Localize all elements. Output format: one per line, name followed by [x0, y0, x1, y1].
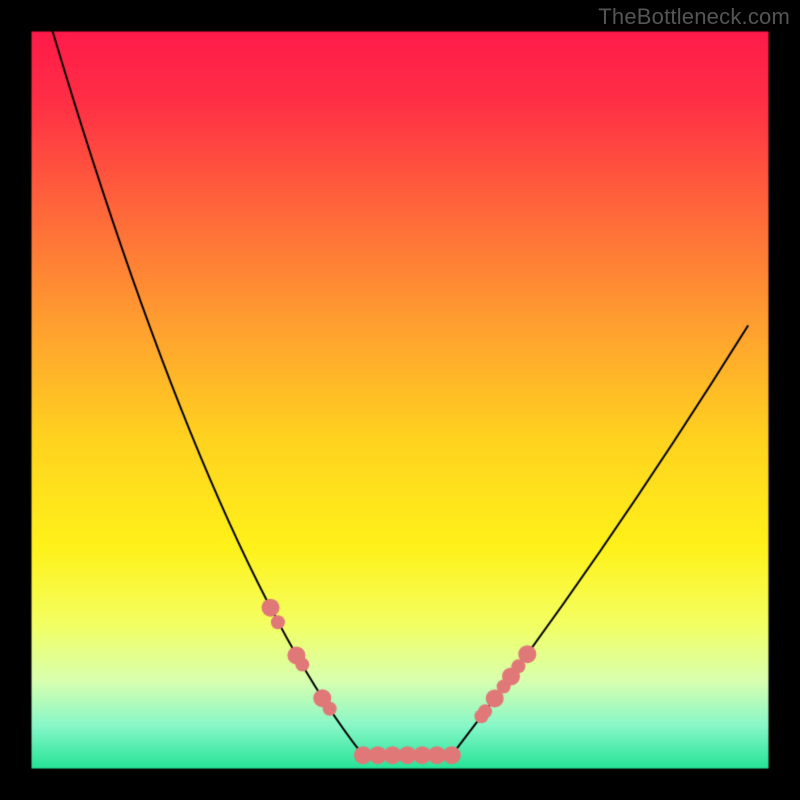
bottleneck-curve-chart — [0, 0, 800, 800]
watermark-text: TheBottleneck.com — [598, 4, 790, 30]
